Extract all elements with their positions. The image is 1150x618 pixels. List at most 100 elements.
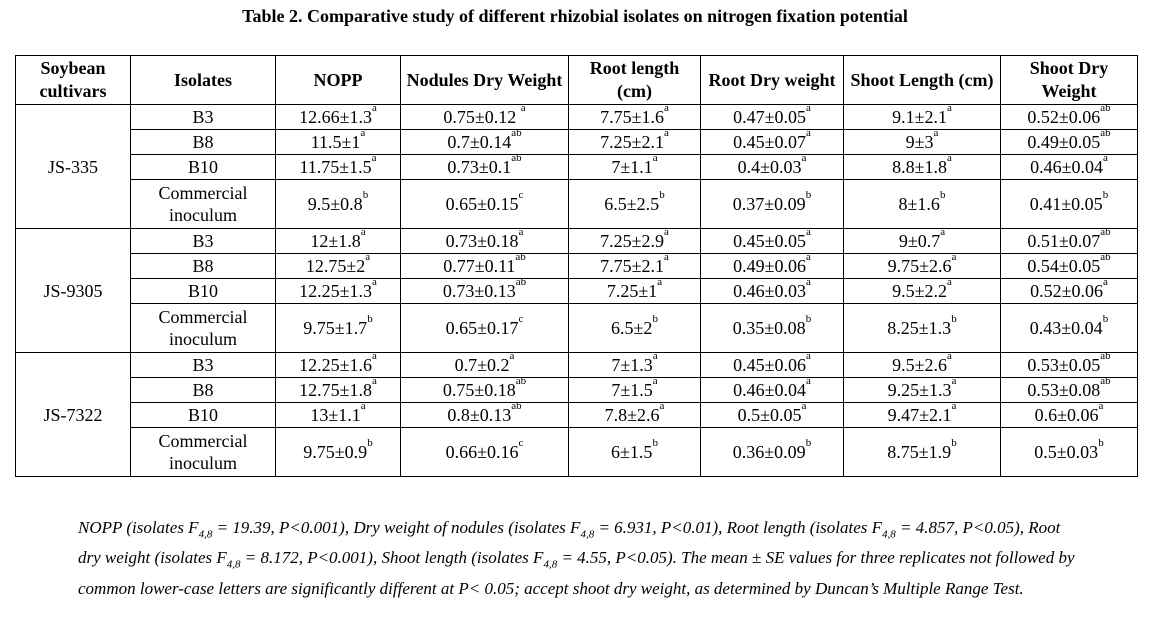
- mean-se-value: 9.25±1.3: [887, 380, 952, 400]
- value-cell: 0.53±0.05ab: [1000, 350, 1138, 378]
- mean-se-value: 8.8±1.8: [892, 157, 947, 177]
- header-row: Soybean cultivars Isolates NOPP Nodules Dry…: [15, 55, 1138, 105]
- value-cell: 0.65±0.17c: [400, 303, 569, 353]
- mean-se-value: 8.25±1.3: [887, 318, 952, 338]
- mean-se-value: 0.53±0.08: [1027, 380, 1101, 400]
- value-cell: 0.53±0.08ab: [1000, 376, 1138, 403]
- value-cell: 9.5±2.6a: [843, 351, 1001, 378]
- value-cell: 0.73±0.13ab: [400, 277, 569, 304]
- significance-letter: c: [518, 437, 524, 449]
- value-cell: 7.75±1.6a: [568, 103, 701, 130]
- value-cell: 0.36±0.09b: [700, 427, 844, 477]
- mean-se-value: 0.73±0.13: [442, 281, 516, 301]
- mean-se-value: 0.7±0.2: [454, 355, 510, 375]
- note-text: = 4.55, P<0.05). The mean ± SE values fo…: [78, 548, 1075, 598]
- significance-letter: ab: [1100, 226, 1111, 238]
- table-row: B8 12.75±2a 0.77±0.11ab 7.75±2.1a 0.49±0.06a…: [16, 251, 1138, 279]
- mean-se-value: 9.5±2.6: [892, 355, 947, 375]
- significance-letter: b: [367, 313, 373, 325]
- mean-se-value: 11.5±1: [310, 132, 361, 152]
- column-header: Root Dry weight: [700, 55, 844, 105]
- isolate-cell: B10: [130, 402, 276, 428]
- significance-letter: a: [951, 375, 957, 387]
- mean-se-value: 0.52±0.06: [1027, 107, 1101, 127]
- significance-letter: a: [947, 102, 952, 114]
- mean-se-value: 0.73±0.1: [447, 157, 512, 177]
- value-cell: 0.73±0.1ab: [400, 153, 569, 180]
- value-cell: 8.8±1.8a: [843, 152, 1001, 180]
- significance-letter: c: [518, 189, 524, 201]
- mean-se-value: 0.45±0.05: [733, 231, 806, 251]
- value-cell: 7.25±2.1a: [568, 128, 701, 155]
- significance-letter: a: [951, 251, 957, 263]
- mean-se-value: 7.8±2.6: [604, 405, 660, 425]
- value-cell: 0.5±0.05a: [700, 400, 844, 428]
- significance-letter: ab: [511, 400, 522, 412]
- significance-letter: a: [801, 152, 807, 164]
- significance-letter: b: [652, 313, 658, 325]
- column-header: Root length (cm): [568, 55, 701, 105]
- isolate-cell: B10: [130, 278, 276, 304]
- value-cell: 9.75±1.7b: [275, 303, 401, 353]
- value-cell: 0.52±0.06a: [1000, 276, 1138, 304]
- value-cell: 12.75±1.8a: [275, 376, 401, 403]
- mean-se-value: 7.25±2.9: [600, 231, 664, 251]
- value-cell: 0.5±0.03b: [1000, 427, 1138, 477]
- mean-se-value: 9.5±0.8: [307, 194, 363, 214]
- mean-se-value: 0.45±0.06: [733, 355, 806, 375]
- mean-se-value: 0.65±0.15: [445, 194, 519, 214]
- value-cell: 0.45±0.06a: [700, 351, 844, 378]
- mean-se-value: 12±1.8: [310, 231, 361, 251]
- significance-letter: b: [1102, 189, 1109, 201]
- mean-se-value: 9.1±2.1: [892, 107, 947, 127]
- value-cell: 7±1.3a: [568, 351, 701, 378]
- mean-se-value: 7.25±1: [606, 281, 658, 301]
- value-cell: 0.51±0.07ab: [1000, 226, 1138, 254]
- significance-letter: ab: [1100, 350, 1111, 362]
- value-cell: 7.75±2.1a: [568, 251, 701, 279]
- value-cell: 0.37±0.09b: [700, 179, 844, 229]
- mean-se-value: 11.75±1.5: [299, 157, 372, 177]
- mean-se-value: 9±3: [905, 132, 934, 152]
- mean-se-value: 9.75±1.7: [303, 318, 368, 338]
- significance-letter: b: [362, 189, 369, 201]
- significance-letter: a: [1103, 276, 1108, 288]
- value-cell: 11.75±1.5a: [275, 152, 401, 180]
- significance-letter: ab: [511, 127, 522, 139]
- mean-se-value: 0.66±0.16: [445, 442, 519, 462]
- mean-se-value: 7±1.1: [611, 157, 653, 177]
- isolate-cell: Commercial inoculum: [130, 303, 276, 353]
- mean-se-value: 9±0.7: [898, 231, 941, 251]
- significance-letter: a: [371, 152, 377, 164]
- significance-letter: a: [664, 251, 669, 263]
- mean-se-value: 0.35±0.08: [732, 318, 806, 338]
- mean-se-value: 7±1.5: [611, 380, 653, 400]
- mean-se-value: 0.51±0.07: [1027, 231, 1101, 251]
- mean-se-value: 8.75±1.9: [887, 442, 952, 462]
- value-cell: 12.75±2a: [275, 252, 401, 279]
- table-row: B10 13±1.1a 0.8±0.13ab 7.8±2.6a 0.5±0.05a 9.4…: [16, 400, 1138, 428]
- isolate-cell: B8: [130, 253, 276, 279]
- significance-letter: b: [951, 437, 957, 449]
- value-cell: 0.66±0.16c: [400, 427, 569, 477]
- mean-se-value: 0.46±0.03: [733, 281, 806, 301]
- mean-se-value: 0.5±0.03: [1034, 442, 1099, 462]
- mean-se-value: 0.7±0.14: [447, 132, 512, 152]
- significance-letter: a: [360, 226, 366, 238]
- value-cell: 0.46±0.03a: [700, 276, 844, 304]
- isolate-cell: B3: [130, 228, 276, 254]
- significance-letter: a: [801, 400, 807, 412]
- mean-se-value: 6±1.5: [611, 442, 653, 462]
- mean-se-value: 7±1.3: [611, 355, 653, 375]
- mean-se-value: 9.5±2.2: [892, 281, 947, 301]
- value-cell: 0.4±0.03a: [700, 152, 844, 180]
- significance-letter: a: [520, 102, 526, 114]
- significance-letter: a: [806, 276, 811, 288]
- significance-letter: a: [947, 152, 952, 164]
- significance-letter: ab: [1100, 127, 1111, 139]
- table-title: Table 2. Comparative study of different …: [242, 6, 908, 26]
- mean-se-value: 9.75±0.9: [303, 442, 368, 462]
- value-cell: 0.45±0.05a: [700, 227, 844, 254]
- mean-se-value: 0.46±0.04: [733, 380, 806, 400]
- column-header: Nodules Dry Weight: [400, 55, 569, 105]
